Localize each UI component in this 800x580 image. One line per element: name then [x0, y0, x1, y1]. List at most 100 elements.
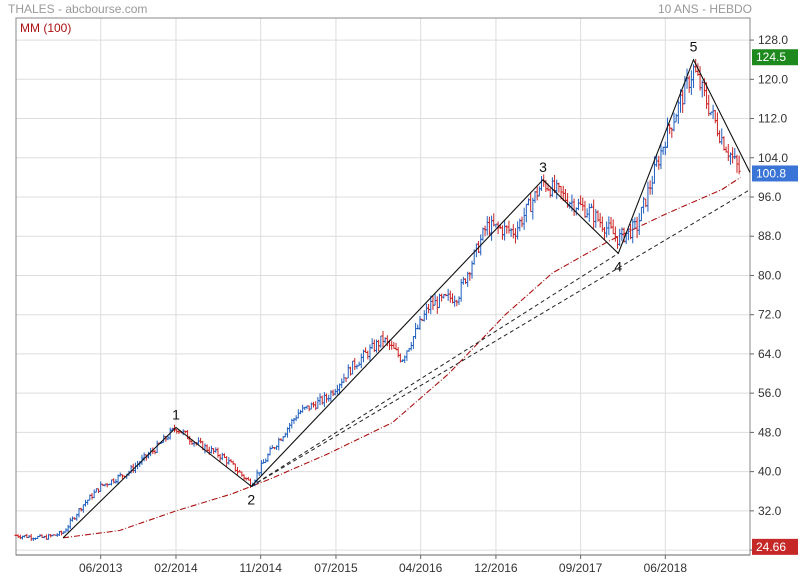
ohlc-bar — [717, 130, 722, 144]
ohlc-bar — [700, 80, 704, 98]
y-tick-label: 40.0 — [758, 465, 782, 479]
ohlc-bar — [112, 478, 116, 484]
ohlc-bar — [340, 378, 344, 389]
ohlc-bar — [687, 75, 691, 93]
y-tick-label: 104.0 — [758, 151, 788, 165]
y-tick-label: 128.0 — [758, 33, 788, 47]
ohlc-bar — [405, 350, 409, 361]
ohlc-bar — [368, 344, 372, 361]
ohlc-bar — [648, 180, 652, 195]
ohlc-bar — [500, 225, 505, 240]
y-tick-label: 64.0 — [758, 347, 782, 361]
ohlc-bar — [598, 212, 602, 228]
ohlc-bar — [607, 216, 611, 235]
ohlc-bar — [605, 221, 609, 238]
chart-period: 10 ANS - HEBDO — [657, 2, 752, 16]
ohlc-bar — [81, 504, 85, 513]
ohlc-bar — [105, 483, 109, 488]
moving-average — [63, 176, 741, 539]
ohlc-bar — [576, 198, 581, 211]
trendlines — [250, 189, 751, 487]
ohlc-bar — [422, 310, 426, 322]
price-bars — [14, 58, 741, 542]
price-badge-value: 100.8 — [756, 166, 786, 180]
ohlc-bar — [83, 499, 88, 507]
ohlc-bar — [16, 534, 20, 538]
ohlc-bar — [650, 175, 654, 195]
ohlc-bar — [665, 117, 670, 148]
ohlc-bar — [346, 364, 350, 379]
ohlc-bar — [485, 216, 489, 236]
ohlc-bar — [203, 443, 207, 454]
ohlc-bar — [520, 216, 524, 228]
ohlc-bar — [411, 336, 416, 350]
ohlc-bar — [691, 64, 696, 89]
price-badge: 100.8 — [752, 165, 798, 182]
ohlc-bar — [689, 70, 693, 96]
price-badge-box — [752, 49, 798, 66]
ohlc-bar — [537, 186, 541, 197]
ohlc-bar — [220, 452, 224, 461]
ohlc-bar — [396, 347, 400, 358]
x-tick-label: 12/2016 — [474, 561, 518, 575]
ohlc-bar — [631, 219, 635, 244]
ohlc-bar — [268, 446, 272, 456]
ohlc-bar — [615, 236, 620, 249]
y-tick-label: 96.0 — [758, 190, 782, 204]
ohlc-bar — [483, 225, 487, 237]
ohlc-bar — [639, 206, 644, 222]
ohlc-bar — [468, 271, 472, 281]
x-tick-label: 09/2017 — [559, 561, 603, 575]
wave-label: 1 — [172, 406, 180, 422]
elliott-waves: 1 2 3 4 5 — [62, 39, 751, 539]
ohlc-bar — [670, 127, 674, 138]
wave-label: 2 — [247, 491, 255, 507]
ohlc-bar — [633, 217, 637, 229]
ohlc-bar — [457, 296, 461, 305]
ohlc-bar — [433, 294, 437, 306]
ohlc-bar — [516, 221, 520, 240]
ohlc-bar — [379, 335, 383, 348]
ohlc-bar — [503, 220, 507, 241]
ohlc-bar — [731, 147, 735, 164]
ohlc-bar — [524, 203, 528, 223]
ohlc-bar — [548, 188, 552, 198]
ohlc-bar — [235, 466, 240, 475]
price-badges: 124.5 100.8 24.66 — [752, 49, 798, 555]
ohlc-bar — [720, 128, 724, 145]
ohlc-bar — [320, 395, 324, 405]
ohlc-bar — [585, 208, 589, 218]
ohlc-bar — [613, 226, 617, 242]
x-tick-label: 06/2013 — [79, 561, 123, 575]
ohlc-bar — [507, 220, 511, 234]
ohlc-bar — [707, 94, 711, 117]
ohlc-bar — [713, 110, 717, 124]
ohlc-bar — [318, 393, 322, 406]
ohlc-bar — [592, 199, 596, 229]
x-axis-ticks: 06/2013 02/2014 11/2014 07/2015 04/2016 12/20… — [79, 555, 687, 575]
price-badge-value: 124.5 — [756, 50, 786, 64]
ohlc-bar — [364, 347, 368, 353]
ohlc-bar — [726, 143, 730, 161]
ohlc-bar — [353, 358, 357, 370]
grid — [16, 18, 750, 555]
x-tick-label: 02/2014 — [154, 561, 198, 575]
ohlc-bar — [31, 537, 35, 542]
y-tick-label: 80.0 — [758, 268, 782, 282]
ohlc-bar — [522, 207, 526, 230]
price-badge-box — [752, 538, 798, 555]
ohlc-bar — [489, 215, 494, 241]
y-tick-label: 88.0 — [758, 229, 782, 243]
ohlc-bar — [216, 447, 220, 458]
ohlc-bar — [555, 179, 559, 200]
ohlc-bar — [109, 479, 114, 486]
ohlc-bar — [296, 409, 300, 419]
ohlc-bar — [581, 197, 585, 211]
ohlc-bar — [715, 112, 720, 137]
ohlc-bar — [18, 534, 22, 540]
indicator-label: MM (100) — [20, 21, 71, 35]
moving-average-line — [63, 176, 741, 539]
ohlc-bar — [529, 193, 533, 213]
ohlc-bar — [587, 203, 591, 222]
